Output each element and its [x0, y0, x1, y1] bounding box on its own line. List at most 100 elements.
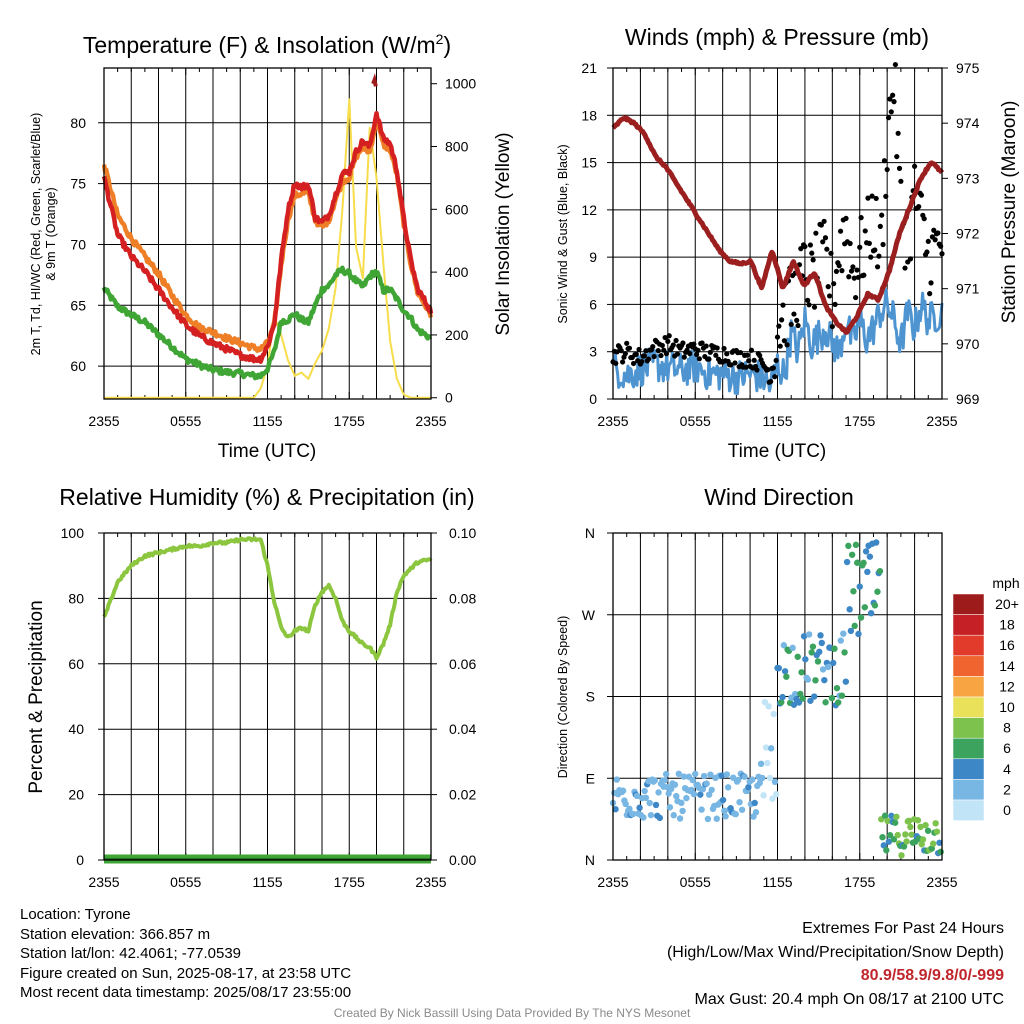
- colorbar-swatch: [952, 799, 985, 821]
- latlon-text: Station lat/lon: 42.4061; -77.0539: [20, 945, 242, 962]
- gust-point: [865, 195, 871, 201]
- dir-ylabel: Direction (Colored By Speed): [556, 616, 570, 779]
- direction-point: [903, 838, 910, 845]
- direction-point: [666, 804, 674, 811]
- gust-point: [618, 348, 624, 354]
- direction-point: [630, 810, 637, 818]
- direction-point: [814, 658, 822, 665]
- dir-xtick-label: 2355: [926, 874, 957, 890]
- direction-point: [642, 794, 650, 802]
- direction-point: [780, 642, 788, 649]
- direction-point: [888, 812, 895, 820]
- direction-point: [732, 810, 739, 818]
- gust-point: [806, 302, 812, 308]
- direction-point: [805, 631, 813, 638]
- wind-y2label: Station Pressure (Maroon): [999, 101, 1020, 324]
- direction-point: [760, 792, 767, 799]
- direction-point: [622, 800, 629, 808]
- gust-point: [779, 317, 785, 323]
- location-text: Location: Tyrone: [20, 906, 131, 923]
- direction-point: [804, 676, 812, 683]
- rh-y2tick-label: 0.08: [449, 590, 476, 606]
- gust-point: [881, 158, 888, 164]
- rh-xtick-label: 2355: [88, 874, 119, 890]
- gust-point: [770, 365, 776, 371]
- gust-point: [866, 240, 872, 247]
- direction-point: [917, 823, 924, 831]
- wind-xtick-label: 1155: [762, 413, 792, 429]
- wind-xtick-label: 1755: [844, 413, 875, 429]
- direction-point: [799, 695, 807, 702]
- direction-point: [833, 684, 841, 692]
- temp-ytick-label: 75: [70, 176, 86, 192]
- direction-point: [852, 541, 860, 549]
- wind-title: Winds (mph) & Pressure (mb): [625, 24, 929, 50]
- direction-point: [671, 781, 679, 788]
- direction-point: [871, 602, 879, 609]
- direction-point: [876, 567, 884, 575]
- gust-point: [843, 215, 849, 221]
- direction-point: [704, 815, 712, 823]
- dir-xtick-label: 0555: [680, 874, 711, 890]
- direction-point: [673, 792, 680, 800]
- gust-point: [746, 358, 752, 364]
- rh-y2tick-label: 0.10: [449, 525, 476, 541]
- dir-xtick-label: 1155: [762, 874, 792, 890]
- gust-point: [744, 352, 750, 358]
- temp-y2tick-label: 800: [445, 139, 469, 155]
- direction-point: [771, 778, 779, 786]
- direction-point: [812, 677, 819, 684]
- colorbar-label: 20+: [995, 596, 1019, 612]
- direction-point: [748, 776, 756, 783]
- series-wind: [611, 288, 944, 396]
- direction-point: [676, 815, 684, 822]
- gust-point: [776, 323, 782, 329]
- gust-point: [851, 275, 857, 281]
- gust-point: [721, 345, 727, 352]
- wind-y2tick-label: 974: [956, 115, 980, 131]
- gust-point: [833, 268, 840, 274]
- gust-point: [857, 244, 863, 250]
- direction-point: [893, 813, 900, 820]
- gust-point: [754, 367, 760, 373]
- direction-point: [822, 699, 829, 706]
- direction-point: [890, 836, 898, 843]
- direction-point: [848, 551, 856, 558]
- gust-point: [662, 334, 668, 341]
- colorbar-swatch: [952, 737, 985, 760]
- gust-point: [791, 311, 797, 317]
- rh-title: Relative Humidity (%) & Precipitation (i…: [59, 484, 474, 510]
- gust-point: [680, 340, 686, 346]
- recent-text: Most recent data timestamp: 2025/08/17 2…: [20, 984, 352, 1001]
- direction-point: [843, 558, 851, 566]
- gust-point: [748, 347, 755, 353]
- colorbar-swatch: [952, 779, 985, 801]
- gust-point: [663, 351, 670, 357]
- direction-point: [816, 648, 823, 656]
- dir-ytick-label: S: [586, 689, 595, 705]
- gust-point: [887, 96, 893, 102]
- gust-point: [831, 281, 837, 287]
- gust-point: [732, 360, 738, 366]
- direction-point: [759, 774, 766, 782]
- gust-point: [699, 340, 705, 346]
- direction-point: [724, 784, 732, 791]
- gust-point: [798, 246, 804, 252]
- direction-point: [778, 699, 785, 706]
- direction-point: [817, 632, 824, 639]
- gust-point: [916, 203, 922, 210]
- direction-point: [873, 539, 880, 546]
- direction-point: [840, 630, 847, 637]
- dir-ytick-label: W: [582, 607, 596, 623]
- temp-xtick-label: 2355: [88, 413, 119, 429]
- gust-point: [630, 360, 637, 367]
- direction-point: [828, 694, 836, 702]
- gust-point: [879, 212, 885, 218]
- direction-point: [818, 639, 825, 647]
- wind-y2tick-label: 973: [956, 170, 980, 186]
- direction-point: [937, 848, 944, 856]
- direction-point: [837, 637, 844, 644]
- gust-point: [924, 249, 930, 255]
- gust-point: [822, 235, 829, 241]
- direction-point: [794, 653, 801, 660]
